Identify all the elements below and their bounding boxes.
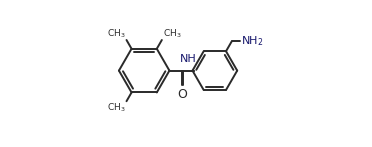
Text: CH$_3$: CH$_3$ <box>107 102 126 114</box>
Text: NH$_2$: NH$_2$ <box>241 34 263 48</box>
Text: CH$_3$: CH$_3$ <box>163 27 181 40</box>
Text: CH$_3$: CH$_3$ <box>107 27 126 40</box>
Text: O: O <box>177 88 187 101</box>
Text: NH: NH <box>179 54 196 64</box>
